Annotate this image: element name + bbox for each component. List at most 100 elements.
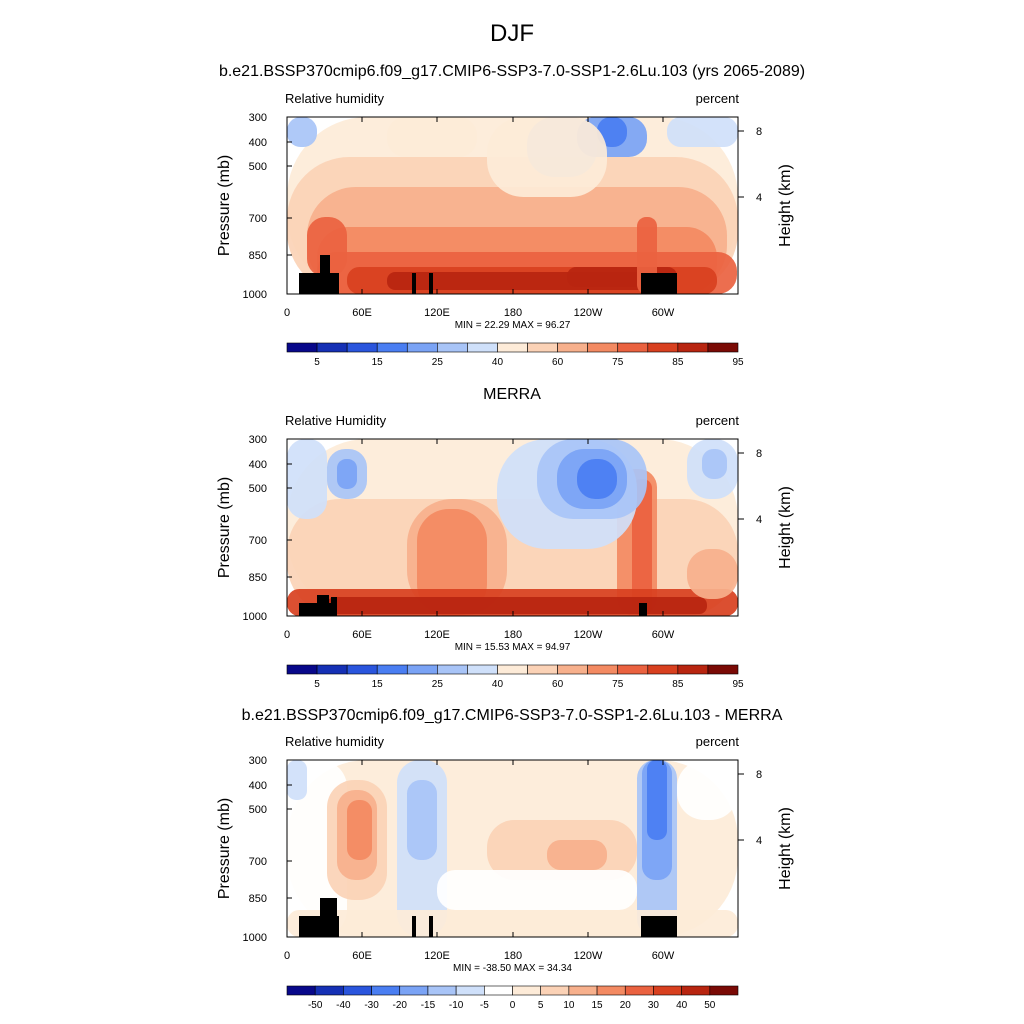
colorbar-label: 40 [676, 1000, 688, 1011]
colorbar-label: -5 [480, 1000, 489, 1011]
y-tick-label: 1000 [243, 932, 267, 944]
y-tick-label: 850 [249, 572, 267, 584]
colorbar-label: 15 [592, 1000, 604, 1011]
contour-region [337, 459, 357, 489]
colorbar-swatch [617, 342, 649, 353]
contour-region [287, 760, 307, 800]
colorbar-label: 40 [492, 357, 504, 368]
colorbar-swatch [314, 985, 344, 996]
colorbar-label: 15 [372, 679, 384, 690]
colorbar-swatch [677, 664, 709, 675]
contour-field [287, 117, 738, 294]
topography-mask [429, 916, 433, 937]
colorbar-label: 60 [552, 357, 564, 368]
y2-tick-label: 8 [756, 769, 762, 781]
y-tick-label: 300 [249, 112, 267, 124]
colorbar-label: 5 [538, 1000, 544, 1011]
panel-2: Relative Humidity percent3004005007008501… [216, 413, 794, 690]
contour-region [287, 117, 317, 147]
colorbar-label: -15 [421, 1000, 436, 1011]
x-tick-label: 0 [284, 629, 290, 641]
y-axis-title: Pressure (mb) [216, 155, 233, 256]
colorbar-swatch [406, 664, 438, 675]
colorbar-label: 75 [612, 679, 624, 690]
colorbar-label: 30 [648, 1000, 660, 1011]
colorbar-swatch [437, 664, 468, 675]
colorbar-label: 5 [314, 679, 320, 690]
colorbar-swatch [467, 342, 498, 353]
y-tick-label: 500 [249, 483, 267, 495]
x-tick-label: 60E [352, 307, 372, 319]
colorbar-label: -20 [393, 1000, 408, 1011]
x-tick-label: 0 [284, 307, 290, 319]
colorbar-label: 25 [432, 679, 444, 690]
colorbar-swatch [427, 985, 457, 996]
panel-1-title: b.e21.BSSP370cmip6.f09_g17.CMIP6-SSP3-7.… [218, 63, 806, 80]
y-tick-label: 1000 [243, 289, 267, 301]
topography-mask [320, 255, 330, 294]
panel-1: Relative humidity percent3004005007008501… [216, 91, 794, 368]
colorbar-swatch [376, 342, 408, 353]
y2-axis-title: Height (km) [777, 164, 794, 247]
colorbar-swatch [371, 985, 401, 996]
y2-tick-label: 4 [756, 835, 762, 847]
min-max-stats: MIN = 15.53 MAX = 94.97 [455, 642, 571, 653]
units-label: percent [696, 734, 740, 749]
colorbar-swatch [399, 985, 429, 996]
y-axis-title: Pressure (mb) [216, 798, 233, 899]
colorbar-label: 60 [552, 679, 564, 690]
x-tick-label: 180 [504, 629, 522, 641]
x-tick-label: 60W [652, 629, 675, 641]
colorbar-swatch [617, 664, 649, 675]
colorbar-label: 20 [620, 1000, 632, 1011]
colorbar-swatch [437, 342, 468, 353]
contour-region [327, 597, 707, 614]
y-tick-label: 300 [249, 755, 267, 767]
colorbar-swatch [596, 985, 626, 996]
colorbar-swatch [707, 664, 739, 675]
colorbar-swatch [624, 985, 654, 996]
contour-region [687, 549, 738, 599]
y-tick-label: 850 [249, 250, 267, 262]
min-max-stats: MIN = -38.50 MAX = 34.34 [453, 963, 572, 974]
y2-tick-label: 4 [756, 192, 762, 204]
colorbar-swatch [681, 985, 711, 996]
contour-region [632, 479, 652, 616]
colorbar-swatch [677, 342, 709, 353]
y-tick-label: 850 [249, 893, 267, 905]
contour-region [407, 780, 437, 860]
y-tick-label: 400 [249, 780, 267, 792]
colorbar-swatch [343, 985, 372, 996]
colorbar-swatch [286, 664, 318, 675]
colorbar-swatch [497, 664, 528, 675]
colorbar-label: 85 [672, 357, 684, 368]
colorbar-label: 40 [492, 679, 504, 690]
contour-field [287, 439, 738, 616]
x-tick-label: 120W [574, 307, 603, 319]
topography-mask [331, 597, 337, 616]
contour-region [667, 117, 738, 147]
y-tick-label: 400 [249, 459, 267, 471]
colorbar-label: 25 [432, 357, 444, 368]
topography-mask [641, 916, 677, 937]
colorbar-swatch [346, 342, 378, 353]
x-tick-label: 120E [424, 629, 450, 641]
colorbar-swatch [286, 985, 316, 996]
x-tick-label: 120E [424, 307, 450, 319]
y-tick-label: 500 [249, 804, 267, 816]
x-tick-label: 60E [352, 950, 372, 962]
colorbar-label: -50 [308, 1000, 323, 1011]
colorbar-swatch [527, 342, 558, 353]
contour-region [487, 117, 607, 197]
colorbar-swatch [557, 664, 588, 675]
topography-mask [429, 273, 433, 294]
y-tick-label: 400 [249, 137, 267, 149]
colorbar-swatch [647, 664, 679, 675]
y-tick-label: 700 [249, 213, 267, 225]
x-tick-label: 180 [504, 307, 522, 319]
contour-region [287, 910, 738, 937]
x-tick-label: 60W [652, 307, 675, 319]
y-tick-label: 300 [249, 434, 267, 446]
colorbar-label: 50 [704, 1000, 716, 1011]
